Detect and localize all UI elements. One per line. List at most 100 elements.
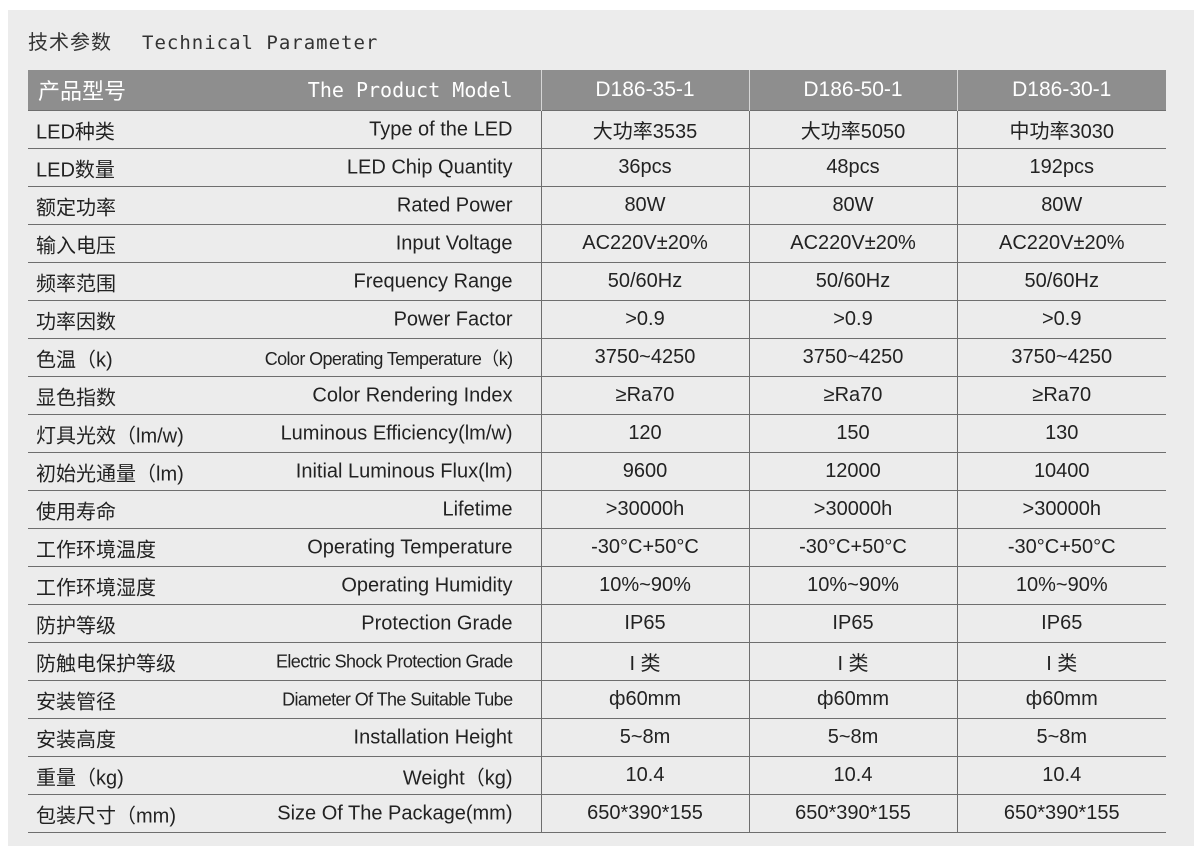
row-label-cn: 灯具光效（lm/w) <box>36 425 184 447</box>
row-label-en: LED Chip Quantity <box>346 156 513 178</box>
value-cell: 5~8m <box>748 718 957 757</box>
row-label-cell: 安装高度 Installation Height <box>28 718 541 757</box>
row-label-cn: 防触电保护等级 <box>36 653 176 675</box>
row-label-cn: 安装高度 <box>36 729 116 751</box>
row-label-cn: 显色指数 <box>36 387 116 409</box>
value-cell: 192pcs <box>956 148 1166 187</box>
table-row: 灯具光效（lm/w) Luminous Efficiency(lm/w) 120 15… <box>28 414 1166 453</box>
value-cell: 10.4 <box>748 756 957 795</box>
value-cell: 3750~4250 <box>748 338 957 377</box>
row-label-cell: 防触电保护等级 Electric Shock Protection Grade <box>28 642 541 681</box>
row-label-en: Diameter Of The Suitable Tube <box>282 689 513 709</box>
table-row: 显色指数 Color Rendering Index ≥Ra70 ≥Ra70 ≥Ra70 <box>28 376 1166 415</box>
row-label-cn: 色温（k) <box>36 349 113 371</box>
row-label-cn: 防护等级 <box>36 615 116 637</box>
value-cell: IP65 <box>748 604 957 643</box>
value-cell: 50/60Hz <box>540 262 749 301</box>
row-label-cn: LED种类 <box>36 121 115 143</box>
value-cell: 50/60Hz <box>956 262 1166 301</box>
value-cell: >30000h <box>956 490 1166 529</box>
row-label-en: Size Of The Package(mm) <box>277 802 513 824</box>
value-cell: 10.4 <box>540 756 749 795</box>
row-label-cn: 工作环境温度 <box>36 539 156 561</box>
table-row: 重量（kg) Weight（kg) 10.4 10.4 10.4 <box>28 756 1166 795</box>
row-label-en: Power Factor <box>393 308 513 330</box>
value-cell: 9600 <box>540 452 749 491</box>
row-label-cell: 额定功率 Rated Power <box>28 186 541 225</box>
value-cell: 36pcs <box>540 148 749 187</box>
model-column-header: D186-35-1 <box>540 70 749 111</box>
table-row: 包装尺寸（mm) Size Of The Package(mm) 650*390*1… <box>28 794 1166 833</box>
value-cell: ≥Ra70 <box>748 376 957 415</box>
value-cell: AC220V±20% <box>748 224 957 263</box>
value-cell: 150 <box>748 414 957 453</box>
spec-table-body: LED种类 Type of the LED 大功率3535 大功率5050 中功率303… <box>28 110 1166 833</box>
value-cell: -30°C+50°C <box>748 528 957 567</box>
table-row: 防护等级 Protection Grade IP65 IP65 IP65 <box>28 604 1166 643</box>
value-cell: I 类 <box>748 642 957 681</box>
value-cell: >30000h <box>748 490 957 529</box>
row-label-cn: 使用寿命 <box>36 501 116 523</box>
table-row: 安装高度 Installation Height 5~8m 5~8m 5~8m <box>28 718 1166 757</box>
row-label-cell: 使用寿命 Lifetime <box>28 490 541 529</box>
table-row: 功率因数 Power Factor >0.9 >0.9 >0.9 <box>28 300 1166 339</box>
value-cell: 5~8m <box>540 718 749 757</box>
value-cell: AC220V±20% <box>956 224 1166 263</box>
table-row: 使用寿命 Lifetime >30000h >30000h >30000h <box>28 490 1166 529</box>
value-cell: IP65 <box>956 604 1166 643</box>
row-label-cell: LED种类 Type of the LED <box>28 110 541 149</box>
value-cell: 10.4 <box>956 756 1166 795</box>
row-label-cn: 额定功率 <box>36 197 116 219</box>
spec-table: 产品型号 The Product Model D186-35-1 D186-50… <box>28 70 1166 833</box>
row-label-cn: 包装尺寸（mm) <box>36 805 176 827</box>
value-cell: 3750~4250 <box>540 338 749 377</box>
row-label-en: Electric Shock Protection Grade <box>275 651 513 671</box>
row-label-en: Protection Grade <box>361 612 513 634</box>
value-cell: >0.9 <box>540 300 749 339</box>
value-cell: I 类 <box>540 642 749 681</box>
row-label-cn: LED数量 <box>36 159 115 181</box>
value-cell: 12000 <box>748 452 957 491</box>
value-cell: -30°C+50°C <box>540 528 749 567</box>
row-label-cell: 显色指数 Color Rendering Index <box>28 376 541 415</box>
row-label-en: Initial Luminous Flux(lm) <box>295 460 513 482</box>
value-cell: 10%~90% <box>540 566 749 605</box>
row-label-cn: 工作环境湿度 <box>36 577 156 599</box>
value-cell: 80W <box>540 186 749 225</box>
value-cell: 130 <box>956 414 1166 453</box>
table-row: 安装管径 Diameter Of The Suitable Tube ф60mm ф6… <box>28 680 1166 719</box>
table-row: 色温（k) Color Operating Temperature（k) 3750~… <box>28 338 1166 377</box>
value-cell: 120 <box>540 414 749 453</box>
value-cell: 5~8m <box>956 718 1166 757</box>
value-cell: -30°C+50°C <box>956 528 1166 567</box>
row-label-cn: 功率因数 <box>36 311 116 333</box>
value-cell: 48pcs <box>748 148 957 187</box>
value-cell: 650*390*155 <box>956 794 1166 833</box>
header-label-cn: 产品型号 <box>38 79 127 104</box>
value-cell: ≥Ra70 <box>540 376 749 415</box>
row-label-en: Weight（kg) <box>402 767 513 789</box>
row-label-cell: 安装管径 Diameter Of The Suitable Tube <box>28 680 541 719</box>
table-row: LED种类 Type of the LED 大功率3535 大功率5050 中功率303… <box>28 110 1166 149</box>
table-row: 工作环境温度 Operating Temperature -30°C+50°C -30… <box>28 528 1166 567</box>
row-label-cell: 重量（kg) Weight（kg) <box>28 756 541 795</box>
row-label-cell: 工作环境温度 Operating Temperature <box>28 528 541 567</box>
value-cell: >30000h <box>540 490 749 529</box>
row-label-cell: 灯具光效（lm/w) Luminous Efficiency(lm/w) <box>28 414 541 453</box>
header-label-en: The Product Model <box>307 78 513 102</box>
row-label-cn: 输入电压 <box>36 235 116 257</box>
table-row: 防触电保护等级 Electric Shock Protection Grade I … <box>28 642 1166 681</box>
value-cell: IP65 <box>540 604 749 643</box>
value-cell: 大功率5050 <box>748 110 957 149</box>
value-cell: 650*390*155 <box>540 794 749 833</box>
value-cell: 中功率3030 <box>956 110 1166 149</box>
heading-en: Technical Parameter <box>142 32 379 54</box>
row-label-en: Frequency Range <box>353 270 513 292</box>
row-label-cn: 重量（kg) <box>36 767 124 789</box>
value-cell: >0.9 <box>748 300 957 339</box>
row-label-cn: 安装管径 <box>36 691 116 713</box>
page-heading: 技术参数 Technical Parameter <box>28 26 378 55</box>
row-label-en: Operating Temperature <box>307 536 513 558</box>
row-label-en: Input Voltage <box>395 232 513 254</box>
row-label-cell: 输入电压 Input Voltage <box>28 224 541 263</box>
